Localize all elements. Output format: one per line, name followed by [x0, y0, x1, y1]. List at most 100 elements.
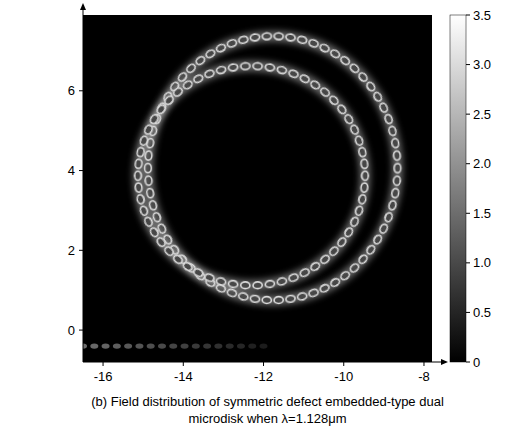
- ring-lobe: [172, 254, 183, 265]
- ring-lobe: [288, 69, 299, 79]
- ring-lobe: [384, 212, 394, 223]
- ring-lobe: [215, 43, 226, 53]
- ring-lobe: [391, 188, 399, 198]
- y-tick-label: 4: [68, 163, 75, 178]
- ring-lobe: [384, 114, 394, 125]
- waveguide-lobe: [147, 343, 155, 348]
- ring-lobe: [149, 200, 158, 211]
- y-tick: [79, 170, 83, 171]
- waveguide-lobe: [260, 343, 268, 348]
- ring-lobe: [274, 296, 284, 303]
- waveguide-lobe: [237, 343, 245, 348]
- title-line: (b) Field distribution of symmetric defe…: [91, 394, 444, 409]
- ring-lobe: [238, 292, 249, 301]
- ring-lobe: [365, 81, 376, 92]
- ring-lobe: [250, 295, 260, 303]
- ring-lobe: [299, 74, 310, 84]
- ring-lobe: [388, 126, 397, 137]
- ring-lobe: [285, 33, 295, 41]
- x-tick: [103, 362, 104, 366]
- ring-lobe: [205, 49, 216, 60]
- ring-lobe: [253, 282, 263, 289]
- waveguide-lobe: [192, 343, 200, 348]
- ring-lobe: [285, 295, 295, 303]
- colorbar-tick: [466, 262, 470, 263]
- ring-lobe: [135, 159, 143, 169]
- ring-lobe: [204, 273, 215, 283]
- waveguide-lobe: [113, 343, 121, 348]
- ring-lobe: [156, 236, 167, 247]
- x-tick-label: -14: [174, 369, 193, 384]
- ring-lobe: [362, 171, 369, 180]
- ring-lobe: [193, 74, 204, 84]
- x-tick-label: -12: [254, 369, 273, 384]
- ring-lobe: [139, 205, 148, 216]
- colorbar-tick-label: 1.5: [473, 206, 491, 221]
- ring-lobe: [238, 35, 249, 44]
- ring-lobe: [360, 183, 368, 193]
- ring-lobe: [250, 33, 260, 41]
- ring-lobe: [265, 63, 275, 71]
- ring-lobe: [328, 246, 339, 257]
- ring-lobe: [226, 39, 237, 49]
- ring-lobe: [354, 205, 363, 216]
- ring-lobe: [391, 138, 399, 148]
- ring-lobe: [262, 296, 272, 303]
- ring-lobe: [372, 234, 383, 245]
- colorbar-tick-label: 3.5: [473, 8, 491, 23]
- colorbar-tick-label: 0: [473, 355, 480, 370]
- ring-lobe: [354, 135, 363, 146]
- colorbar-tick: [466, 362, 470, 363]
- ring-lobe: [228, 280, 238, 288]
- ring-lobe: [339, 270, 350, 281]
- ring-lobe: [182, 80, 193, 91]
- ring-lobe: [349, 124, 359, 135]
- waveguide-lobe: [169, 343, 177, 348]
- ring-lobe: [143, 216, 153, 227]
- ring-lobe: [309, 80, 320, 91]
- colorbar-tick: [466, 114, 470, 115]
- colorbar-tick-label: 1.0: [473, 255, 491, 270]
- y-tick-label: 0: [68, 323, 75, 338]
- colorbar-tick: [466, 213, 470, 214]
- x-tick-label: -10: [334, 369, 353, 384]
- ring-lobe: [228, 63, 238, 71]
- ring-lobe: [360, 159, 368, 169]
- ring-lobe: [136, 147, 145, 157]
- ring-lobe: [182, 261, 193, 272]
- ring-lobe: [149, 113, 160, 124]
- colorbar-tick-label: 3.0: [473, 57, 491, 72]
- x-tick-label: -8: [418, 369, 430, 384]
- waveguide-lobe: [203, 343, 211, 348]
- waveguide-lobe: [135, 343, 143, 348]
- colorbar-tick: [466, 64, 470, 65]
- ring-lobe: [358, 147, 367, 157]
- ring-lobe: [372, 91, 383, 102]
- ring-lobe: [265, 280, 275, 288]
- waveguide-lobe: [214, 343, 222, 348]
- colorbar-tick-label: 2.5: [473, 107, 491, 122]
- ring-lobe: [288, 273, 299, 283]
- ring-lobe: [339, 55, 350, 66]
- ring-lobe: [163, 95, 174, 106]
- ring-lobe: [379, 102, 389, 113]
- chart: -16-14-12-10-8024600.51.01.52.02.53.03.5…: [0, 0, 512, 448]
- ring-lobe: [253, 63, 263, 70]
- plot-background: [83, 15, 432, 362]
- y-tick: [79, 90, 83, 91]
- y-tick-label: 2: [68, 243, 75, 258]
- ring-lobe: [319, 283, 330, 293]
- ring-lobe: [216, 277, 227, 286]
- ring-lobe: [136, 194, 145, 204]
- ring-lobe: [309, 261, 320, 272]
- x-tick: [343, 362, 344, 366]
- ring-lobe: [336, 236, 347, 247]
- x-axis-arrow: [441, 359, 448, 365]
- title: (b) Field distribution of symmetric defe…: [91, 394, 444, 426]
- ring-lobe: [299, 268, 310, 278]
- ring-lobe: [204, 69, 215, 79]
- ring-lobe: [163, 246, 174, 257]
- ring-lobe: [195, 55, 206, 66]
- ring-lobe: [336, 104, 347, 115]
- ring-lobe: [241, 63, 251, 70]
